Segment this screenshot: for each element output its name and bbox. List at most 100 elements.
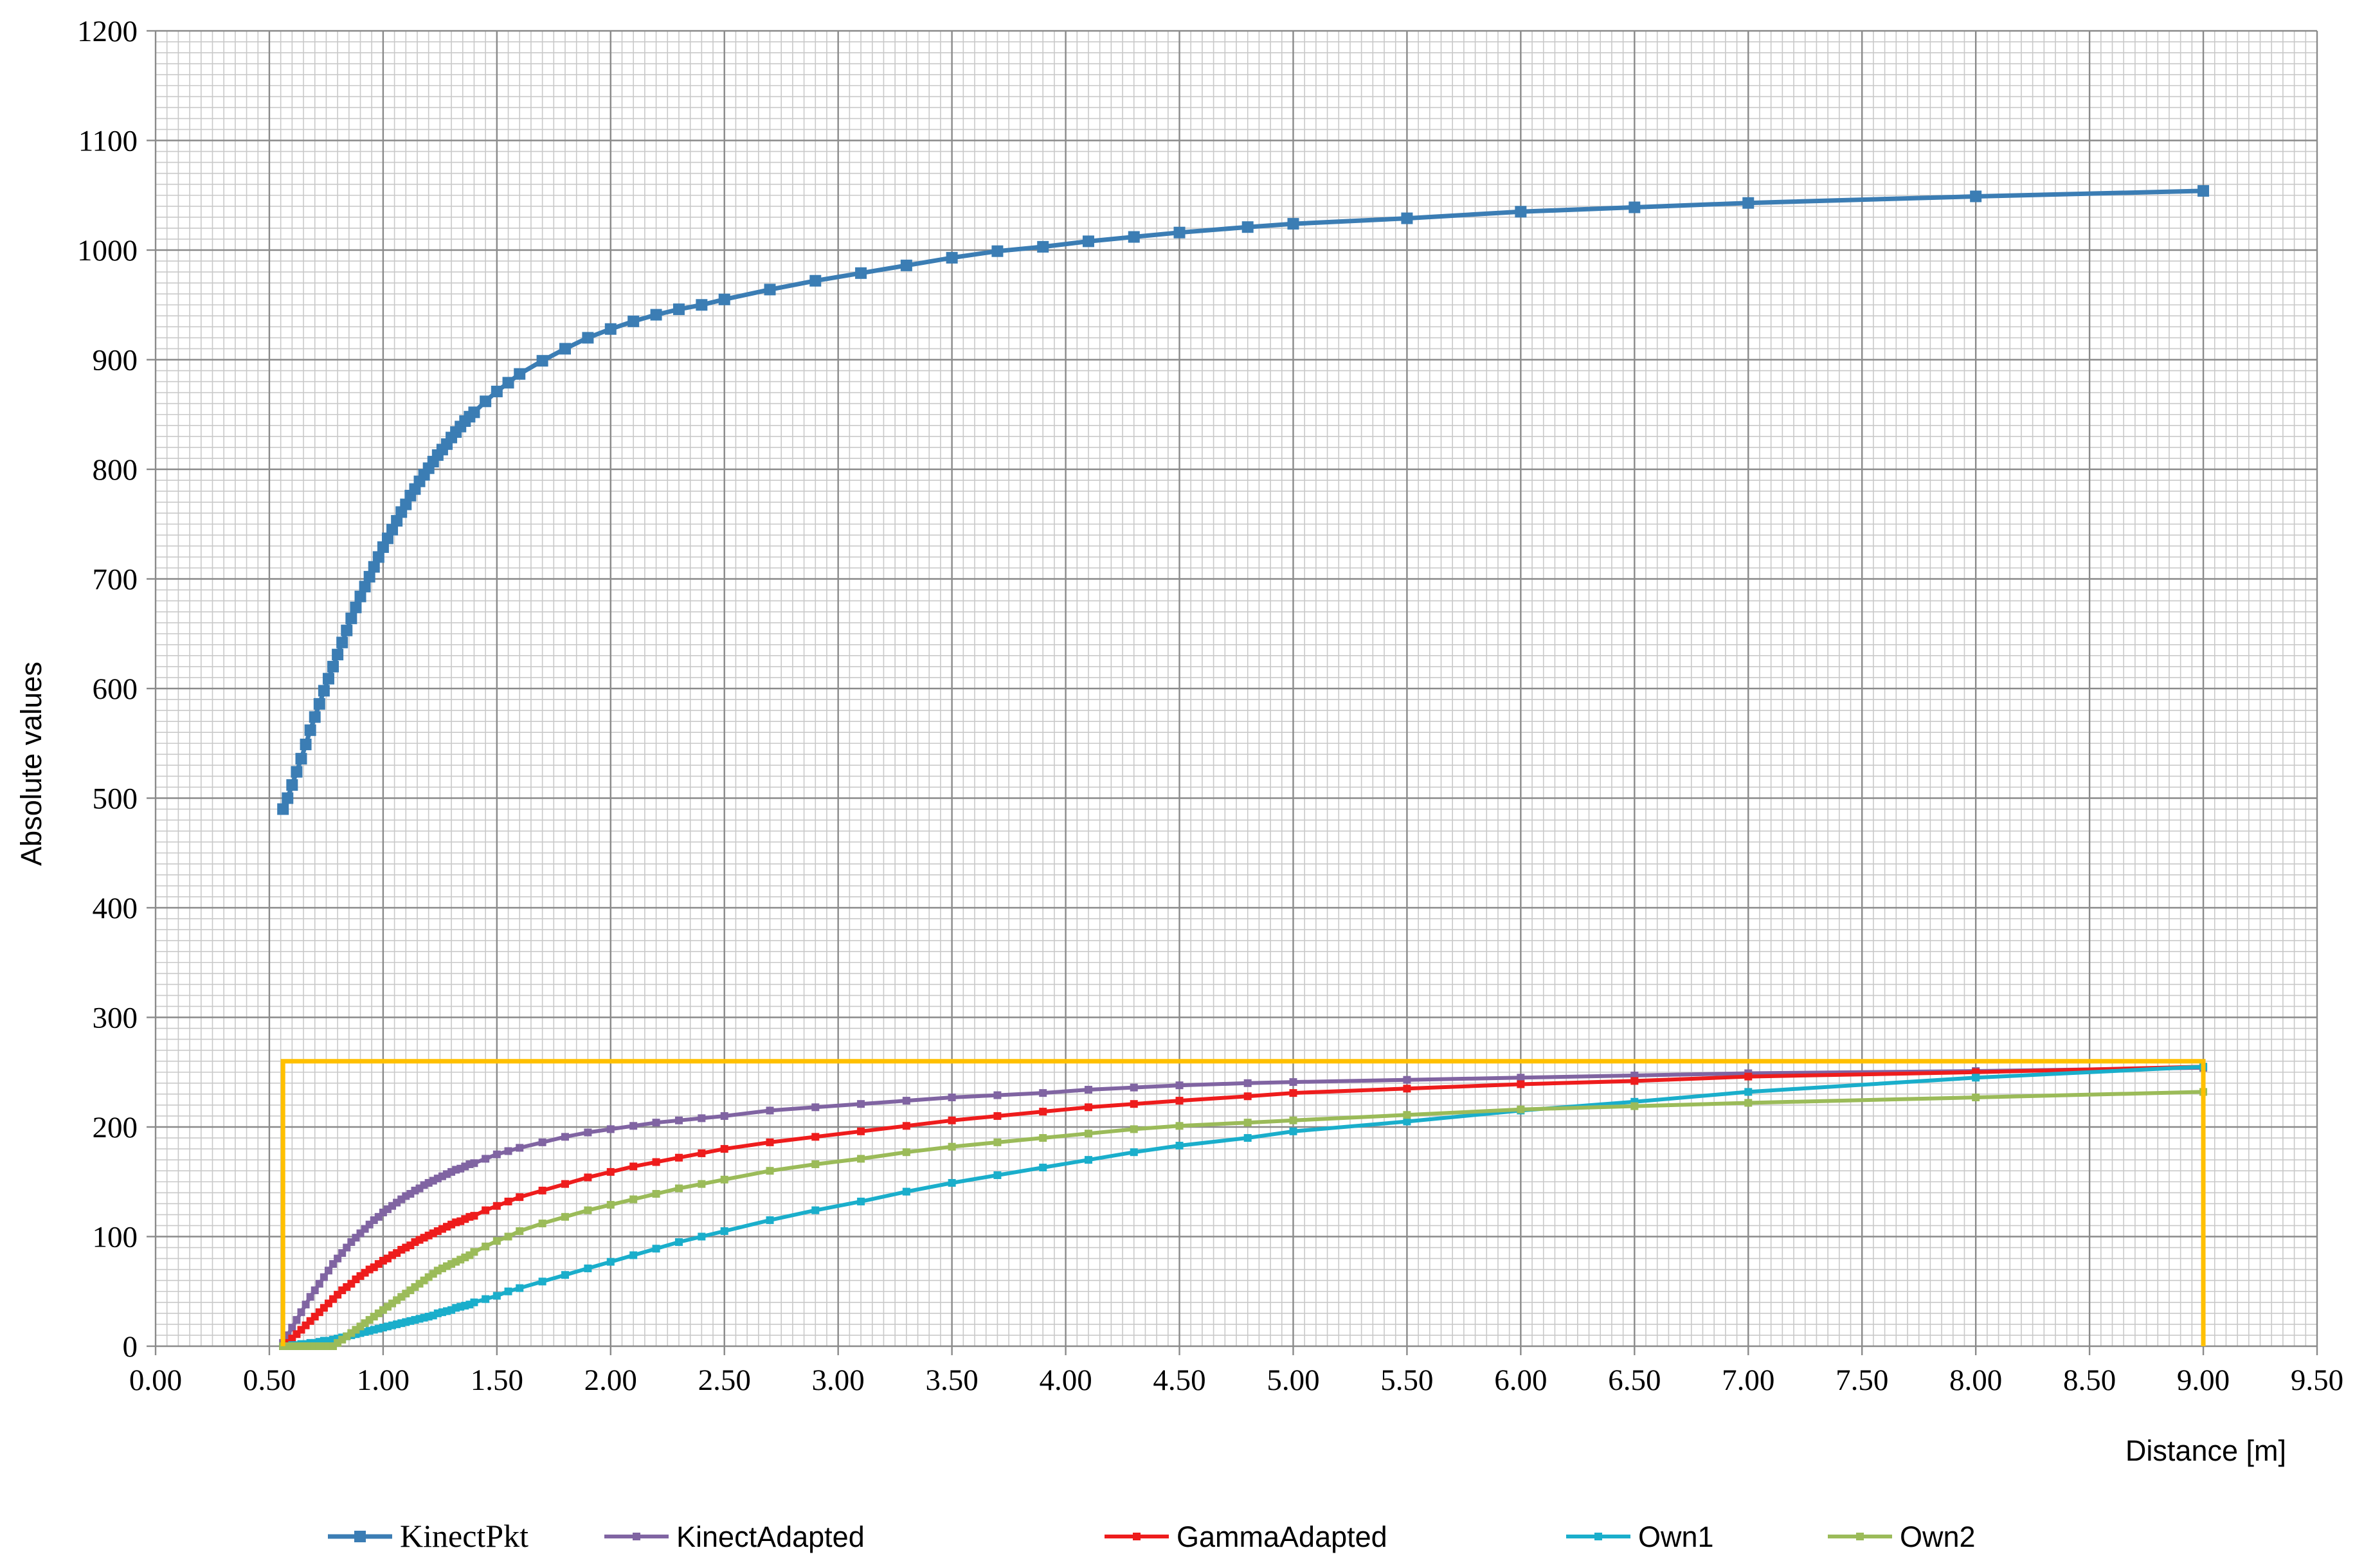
data-point: [491, 385, 503, 397]
data-point: [516, 1193, 524, 1202]
data-point: [629, 1122, 638, 1130]
y-tick-label: 200: [93, 1111, 138, 1144]
data-point: [1130, 1100, 1138, 1108]
legend-label: Own1: [1638, 1520, 1714, 1553]
data-point: [1175, 1081, 1184, 1090]
data-point: [516, 1284, 524, 1292]
data-point: [1403, 1085, 1411, 1093]
data-point: [381, 532, 393, 545]
data-point: [1629, 201, 1641, 213]
data-point: [502, 377, 514, 389]
data-point: [857, 1100, 865, 1108]
series-Own1: [279, 1063, 2208, 1350]
x-tick-label: 3.00: [812, 1364, 865, 1397]
data-point: [277, 803, 289, 815]
data-point: [324, 1342, 332, 1350]
data-point: [604, 323, 617, 335]
data-point: [1630, 1102, 1639, 1110]
data-point: [766, 1106, 774, 1115]
data-point: [315, 1279, 323, 1288]
data-point: [900, 259, 912, 271]
data-point: [324, 1299, 332, 1308]
major-gridlines: [147, 30, 2318, 1355]
data-point: [318, 685, 330, 697]
data-point: [720, 1112, 728, 1120]
y-axis-tick-labels: 0 100 200 300 400 500 600 700 800 900 1000 1100 1200: [77, 15, 138, 1364]
data-point: [324, 1266, 332, 1275]
y-tick-label: 400: [93, 892, 138, 925]
data-point: [1289, 1116, 1297, 1124]
data-point: [764, 284, 776, 296]
legend-label: Own2: [1900, 1520, 1976, 1553]
x-tick-label: 8.00: [1949, 1364, 2002, 1397]
data-point: [652, 1190, 660, 1198]
data-point: [857, 1197, 865, 1205]
data-point: [902, 1122, 910, 1130]
data-point: [809, 275, 822, 287]
data-point: [311, 1286, 319, 1295]
data-point: [718, 293, 730, 305]
data-point: [309, 711, 321, 723]
series-line: [281, 1065, 2204, 1344]
data-point: [857, 1155, 865, 1163]
legend-swatch-marker: [1133, 1533, 1141, 1540]
data-point: [1401, 212, 1413, 224]
data-point: [1175, 1141, 1184, 1149]
y-tick-label: 700: [93, 563, 138, 597]
data-point: [652, 1119, 660, 1127]
data-point: [492, 1202, 501, 1210]
y-tick-label: 1100: [78, 125, 138, 158]
data-point: [492, 1292, 501, 1300]
data-point: [652, 1158, 660, 1166]
data-point: [504, 1232, 512, 1241]
data-point: [516, 1227, 524, 1235]
data-point: [857, 1127, 865, 1135]
x-tick-label: 6.00: [1494, 1364, 1547, 1397]
data-point: [320, 1273, 328, 1281]
data-point: [766, 1138, 774, 1146]
data-point: [561, 1212, 570, 1221]
series-Own2: [279, 1088, 2208, 1350]
data-point: [345, 612, 357, 624]
data-point: [948, 1178, 956, 1187]
data-point: [1173, 226, 1186, 239]
legend-item-KinectAdapted: KinectAdapted: [604, 1520, 865, 1553]
y-tick-label: 0: [123, 1330, 138, 1364]
data-point: [1742, 197, 1755, 209]
data-point: [1744, 1099, 1753, 1107]
data-point: [720, 1175, 728, 1184]
data-point: [811, 1103, 820, 1112]
data-point: [584, 1264, 592, 1272]
data-point: [1744, 1072, 1753, 1081]
data-point: [1039, 1164, 1047, 1172]
data-point: [766, 1216, 774, 1224]
data-point: [1175, 1097, 1184, 1105]
data-point: [948, 1116, 956, 1124]
data-point: [629, 1195, 638, 1203]
data-point: [993, 1112, 1002, 1120]
data-point: [400, 498, 412, 510]
data-point: [1130, 1148, 1138, 1157]
data-point: [1082, 235, 1094, 248]
data-point: [306, 1293, 314, 1301]
data-point: [1517, 1074, 1525, 1082]
data-point: [698, 1232, 706, 1241]
data-point: [1243, 1092, 1252, 1101]
y-tick-label: 1200: [77, 15, 138, 48]
data-point: [313, 698, 325, 710]
series-line: [280, 188, 2204, 810]
y-axis-title: Absolute values: [15, 662, 48, 866]
data-point: [332, 649, 344, 661]
data-point: [1287, 218, 1299, 230]
data-point: [1403, 1076, 1411, 1084]
data-point: [993, 1138, 1002, 1146]
data-point: [606, 1257, 615, 1266]
data-point: [720, 1145, 728, 1153]
data-point: [354, 590, 366, 602]
data-point: [482, 1242, 490, 1250]
data-point: [492, 1237, 501, 1245]
series-KinectAdapted: [279, 1063, 2208, 1347]
x-tick-label: 9.00: [2177, 1364, 2230, 1397]
data-point: [1039, 1134, 1047, 1142]
data-point: [606, 1125, 615, 1133]
